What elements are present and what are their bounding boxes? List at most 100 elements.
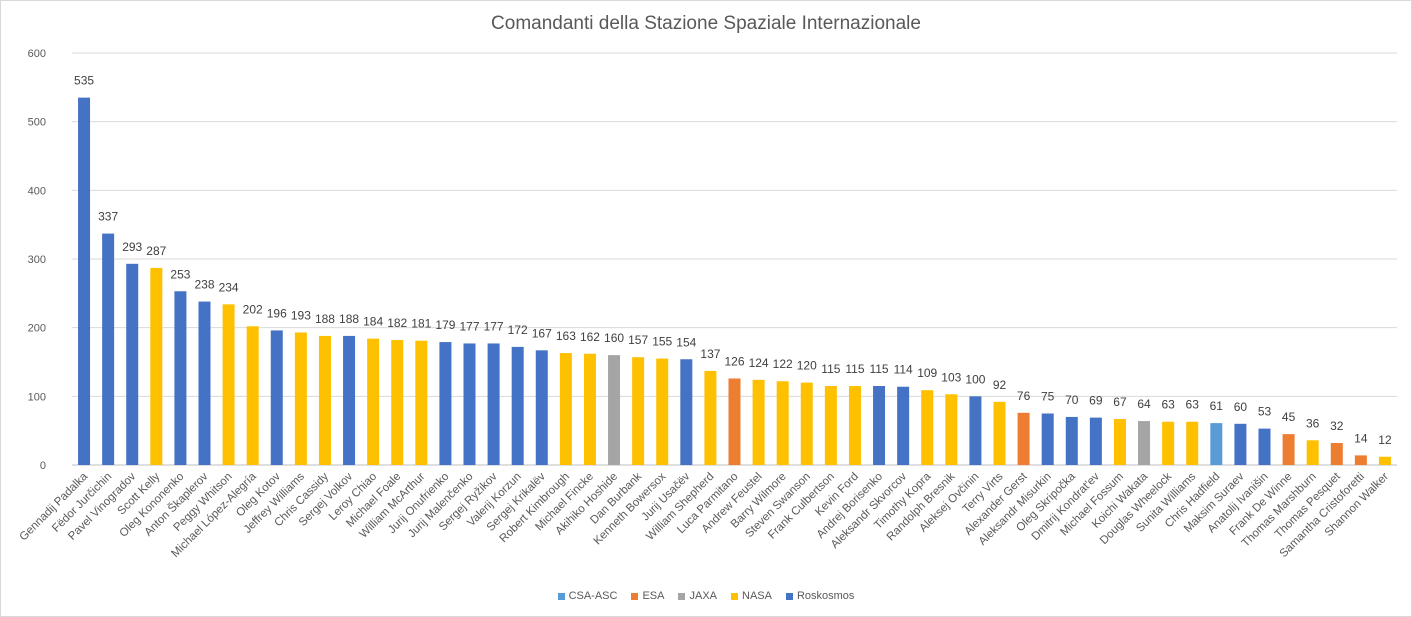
data-label: 53 [1258,405,1272,419]
bar [1330,443,1343,465]
bar [1306,440,1319,465]
data-label: 253 [170,267,190,281]
data-label: 67 [1113,395,1127,409]
bar [487,343,500,465]
y-tick-label: 0 [40,460,46,472]
bar [945,394,958,465]
bar [656,358,669,465]
data-label: 179 [435,318,455,332]
legend: CSA-ASC ESA JAXA NASA Roskosmos [0,590,1412,602]
y-tick-label: 600 [28,48,46,60]
legend-label: ESA [642,590,665,602]
legend-swatch [678,592,686,600]
bar [1065,416,1078,465]
data-label: 115 [821,362,840,376]
bar [511,346,524,465]
data-label: 137 [700,347,720,361]
data-label: 92 [993,378,1007,392]
legend-swatch [785,592,793,600]
bar [318,335,331,465]
data-label: 63 [1186,398,1200,412]
bar [632,357,645,465]
data-label: 126 [724,354,744,368]
data-label: 196 [267,306,287,320]
bar [391,340,404,465]
data-label: 103 [941,370,961,384]
bar [439,342,452,465]
data-label: 115 [845,362,864,376]
data-label: 535 [74,74,94,88]
bar [463,343,476,465]
bar [680,359,693,465]
data-label: 234 [219,280,239,294]
bar [343,335,356,465]
bar [848,386,861,465]
bar [1089,417,1102,465]
data-label: 202 [243,302,263,316]
data-label: 167 [532,326,552,340]
data-label: 177 [484,319,504,333]
data-label: 14 [1354,431,1368,445]
y-tick-label: 300 [28,254,46,266]
bar [270,330,283,465]
legend-label: JAXA [689,590,717,602]
chart-title: Comandanti della Stazione Spaziale Inter… [491,13,921,34]
data-label: 188 [339,312,359,326]
bar [873,386,886,465]
bar [222,304,235,465]
data-label: 114 [894,363,913,377]
bar [1017,412,1030,465]
data-label: 76 [1017,389,1031,403]
bar [1282,434,1295,465]
bar [174,291,187,465]
data-label: 181 [411,317,431,331]
data-label: 115 [869,362,888,376]
bar [704,370,717,465]
bar [1378,456,1391,465]
bar [897,386,910,465]
bar [415,340,428,465]
y-tick-label: 100 [28,391,46,403]
data-label: 109 [917,366,937,380]
data-label: 157 [628,333,648,347]
legend-swatch [631,592,639,600]
data-label: 172 [508,323,528,337]
y-tick-label: 200 [28,323,46,335]
data-label: 36 [1306,416,1320,430]
bar [776,381,789,465]
data-label: 193 [291,308,311,322]
bar [78,97,91,465]
data-label: 177 [459,319,479,333]
bar [1162,421,1175,465]
data-label: 60 [1234,400,1248,414]
data-label: 120 [797,359,817,373]
data-label: 12 [1378,433,1392,447]
bar [1186,421,1199,465]
bar [800,382,813,465]
bar [824,386,837,465]
data-label: 184 [363,315,383,329]
data-label: 155 [652,335,672,349]
bar [752,379,765,465]
bar [1113,418,1126,465]
data-label: 337 [98,210,118,224]
bar [246,326,259,465]
bar [1210,423,1223,465]
bar [126,263,139,465]
data-label: 162 [580,330,600,344]
data-label: 32 [1330,419,1344,433]
y-tick-label: 400 [28,185,46,197]
bar [535,350,548,465]
bar [1138,421,1151,465]
bar [921,390,934,465]
bar [728,378,741,465]
bar [1041,413,1054,465]
bar [367,338,380,465]
data-label: 154 [676,335,696,349]
bar [993,401,1006,465]
legend-label: CSA-ASC [568,590,618,602]
bar [1258,428,1271,465]
data-label: 100 [965,372,985,386]
